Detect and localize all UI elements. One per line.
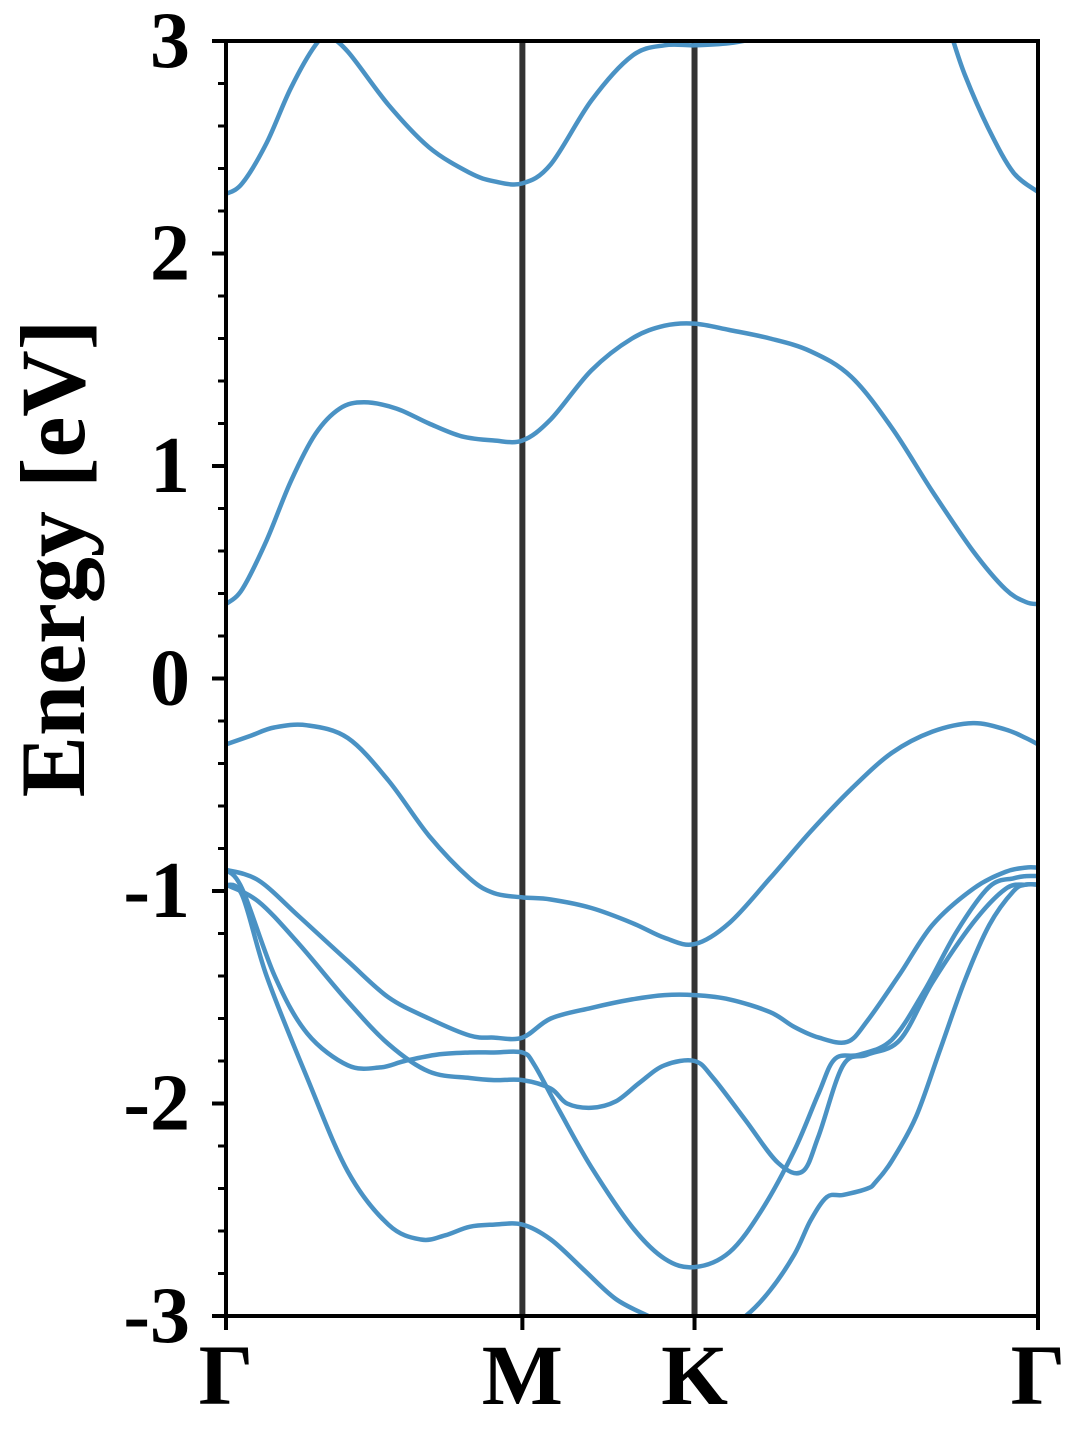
y-tick-label: 2 xyxy=(150,210,190,298)
y-major-ticks xyxy=(212,39,226,1318)
band-line-2 xyxy=(950,41,1038,195)
y-tick-label: -2 xyxy=(123,1060,190,1148)
plot-frame xyxy=(224,39,1040,1318)
y-tick-label: -1 xyxy=(123,847,190,935)
x-tick-label: M xyxy=(482,1327,563,1423)
y-tick-label: 0 xyxy=(150,635,190,723)
y-tick-labels: -3 -2 -1 0 1 2 3 xyxy=(123,0,190,1360)
band-line-6 xyxy=(226,882,1038,1176)
band-line-8 xyxy=(226,882,653,1316)
kpoint-lines xyxy=(519,41,698,1316)
x-tick-label: K xyxy=(661,1327,728,1423)
y-tick-label: 1 xyxy=(150,422,190,510)
y-tick-label: -3 xyxy=(123,1272,190,1360)
y-axis-label: Energy [eV] xyxy=(2,320,104,798)
x-tick-label: Γ xyxy=(1011,1327,1066,1423)
band-line-5 xyxy=(226,865,1038,1046)
band-line-7 xyxy=(226,867,1038,1270)
x-tick-label: Γ xyxy=(199,1327,254,1423)
x-ticks xyxy=(224,1316,1040,1330)
band-line-1 xyxy=(226,41,755,197)
band-line-4 xyxy=(226,720,1038,947)
band-line-9 xyxy=(741,881,1038,1316)
y-tick-label: 3 xyxy=(150,0,190,85)
band-line-3 xyxy=(226,321,1038,607)
band-lines xyxy=(226,41,1038,1316)
